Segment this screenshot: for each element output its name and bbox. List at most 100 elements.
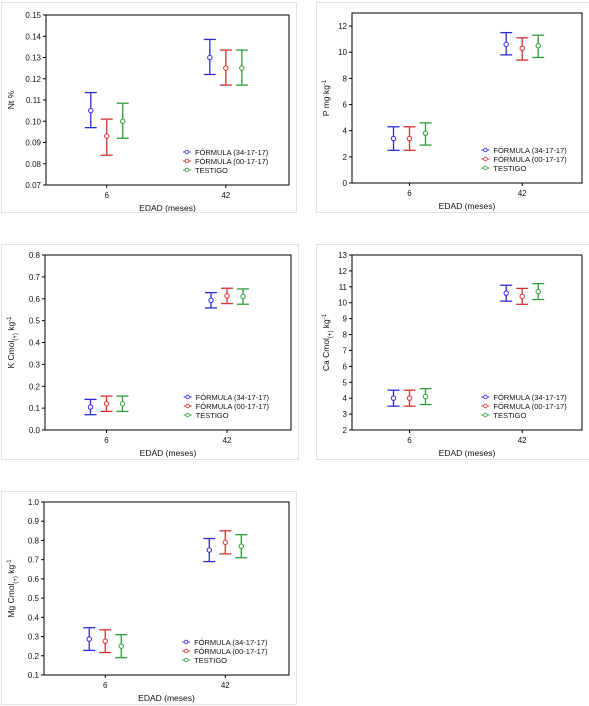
y-tick-label: 0.07: [25, 181, 41, 190]
legend-label: FÓRMULA (34-17-17): [493, 146, 567, 155]
x-tick-label: 6: [105, 191, 110, 200]
y-tick-label: 11: [339, 283, 348, 292]
legend-label: TESTIGO: [195, 166, 228, 175]
y-tick-label: 5: [343, 378, 348, 387]
y-tick-label: 0.5: [29, 317, 41, 326]
x-axis-label: EDAD (meses): [139, 203, 196, 212]
y-tick-label: 0.2: [28, 652, 40, 661]
y-tick-label: 0.15: [25, 11, 41, 20]
y-tick-label: 0.8: [29, 251, 41, 260]
legend-marker: [483, 412, 488, 418]
y-tick-label: 0.4: [28, 613, 40, 622]
legend-marker: [184, 158, 190, 164]
y-tick-label: 12: [338, 267, 347, 276]
legend-marker: [483, 147, 488, 153]
x-tick-label: 6: [407, 436, 412, 445]
y-tick-label: 0.7: [28, 556, 40, 565]
x-tick-label: 42: [518, 436, 527, 445]
y-tick-label: 2: [343, 426, 348, 435]
y-tick-label: 13: [338, 251, 347, 260]
mean-point: [88, 107, 94, 114]
x-axis-label: EDAD (meses): [138, 693, 195, 703]
y-axis-label-sup: -1: [322, 313, 328, 319]
y-axis-label-sup: -1: [7, 316, 13, 322]
y-tick-label: 0.09: [25, 139, 41, 148]
mean-point: [223, 65, 229, 71]
mean-point: [103, 401, 110, 407]
y-tick-label: 0.11: [26, 96, 42, 105]
y-tick-label: 0.08: [25, 160, 41, 169]
y-tick-label: 4: [343, 394, 348, 403]
legend-marker: [185, 403, 190, 409]
y-axis-label: Ca Cmol(+) kg-1: [321, 313, 334, 371]
y-tick-label: 0.13: [25, 54, 41, 63]
y-axis-label-main: K Cmol: [6, 341, 16, 369]
y-axis-label: K Cmol(+) kg-1: [6, 316, 19, 369]
mean-point: [390, 395, 397, 401]
y-axis-label: Mg Cmol(+) kg-1: [6, 559, 19, 618]
y-axis-label-main: Nt %: [6, 90, 16, 109]
chart-nt: 0.07 0.08 0.09 0.10 0.11 0.12 0.13 0.14 0.15 6 42 E…: [6, 11, 290, 212]
x-tick-label: 6: [104, 436, 109, 445]
y-tick-label: 8: [343, 74, 348, 83]
y-tick-label: 10: [338, 299, 347, 308]
x-tick-label: 42: [518, 189, 527, 198]
y-tick-label: 0.4: [29, 339, 41, 348]
x-tick-label: 6: [103, 681, 108, 690]
legend-label: FÓRMULA (00-17-17): [493, 402, 567, 411]
mean-point: [535, 42, 541, 49]
y-axis-label: Nt %: [6, 90, 16, 109]
y-tick-label: 9: [343, 315, 348, 324]
mean-point: [239, 65, 245, 71]
y-tick-label: 6: [343, 101, 348, 110]
chart-panel-ca: 2 3 4 5 6 7 8 9 10 11 12 13 6 42 EDAD (meses) Ca Cmol(+…: [316, 244, 589, 460]
mean-point: [503, 41, 509, 48]
legend-label: FÓRMULA (34-17-17): [196, 393, 270, 402]
legend-label: TESTIGO: [194, 656, 227, 665]
y-axis-label-unit: kg: [6, 564, 16, 576]
y-tick-label: 6: [343, 362, 348, 371]
legend-label: FÓRMULA (00-17-17): [493, 155, 567, 164]
chart-panel-nt: 0.07 0.08 0.09 0.10 0.11 0.12 0.13 0.14 0.15 6 42 E…: [1, 2, 297, 213]
y-axis-label-sup: -1: [322, 79, 328, 85]
mean-point: [118, 643, 124, 649]
legend-marker: [184, 149, 190, 155]
mean-point: [503, 290, 509, 296]
mean-point: [238, 543, 245, 549]
y-tick-label: 0.0: [29, 426, 41, 435]
legend-label: TESTIGO: [493, 164, 526, 173]
y-tick-label: 0.3: [28, 633, 40, 642]
legend-label: FÓRMULA (34-17-17): [194, 638, 268, 647]
x-tick-label: 42: [223, 436, 232, 445]
legend-marker: [184, 167, 190, 173]
y-axis-label-unit: kg: [6, 322, 16, 334]
y-tick-label: 7: [343, 346, 348, 355]
plot-frame: [351, 12, 583, 184]
legend-marker: [183, 639, 189, 645]
legend-label: FÓRMULA (34-17-17): [195, 148, 269, 157]
legend-marker: [483, 403, 488, 409]
chart-ca: 2 3 4 5 6 7 8 9 10 11 12 13 6 42 EDAD (meses) Ca Cmol(+…: [321, 251, 583, 458]
legend-label: FÓRMULA (00-17-17): [195, 157, 269, 166]
plot-frame: [351, 254, 583, 431]
mean-point: [102, 638, 108, 644]
x-axis-label: EDAD (meses): [140, 448, 197, 458]
legend-label: TESTIGO: [493, 411, 526, 420]
plot-frame: [43, 501, 290, 676]
mean-point: [406, 135, 413, 142]
mean-point: [207, 54, 213, 61]
mean-point: [120, 118, 126, 124]
mean-point: [222, 539, 229, 546]
y-tick-label: 0.1: [28, 671, 40, 680]
y-axis-label-sub: (+): [328, 331, 334, 339]
mean-point: [208, 297, 214, 303]
y-tick-label: 0: [343, 179, 348, 188]
mean-point: [535, 288, 541, 295]
legend-label: TESTIGO: [196, 411, 229, 420]
chart-panel-p: 0 2 4 6 8 10 12 6 42 EDAD (meses) P mg kg-1 FÓRMULA…: [316, 2, 589, 213]
y-tick-label: 8: [343, 331, 348, 340]
legend-marker: [185, 394, 190, 400]
y-tick-label: 0.1: [29, 404, 41, 413]
y-tick-label: 4: [343, 127, 348, 136]
x-axis-label: EDAD (meses): [439, 448, 496, 458]
